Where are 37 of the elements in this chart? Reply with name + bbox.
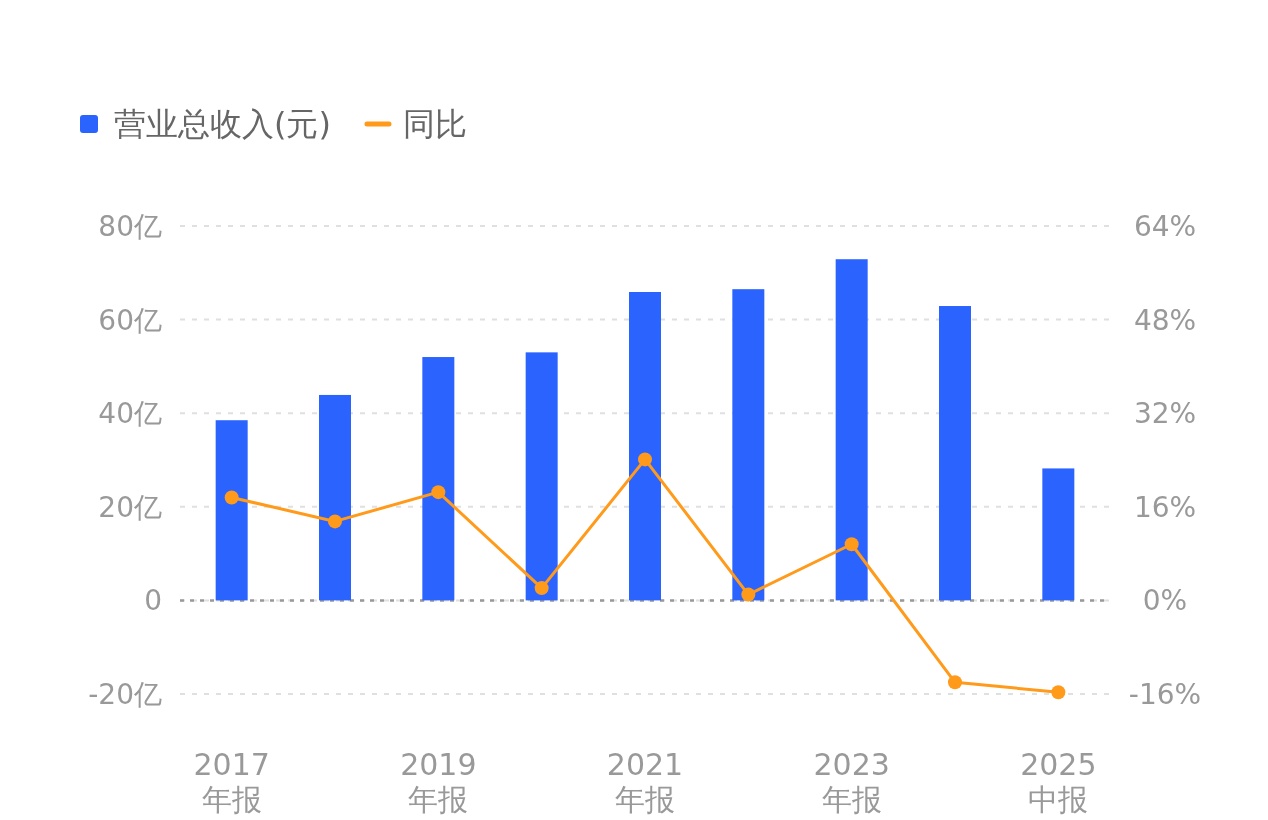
x-tick-label: 2019 年报 — [400, 747, 477, 817]
y-tick-label: 40亿 — [98, 397, 162, 431]
legend-label: 营业总收入(元) — [114, 105, 331, 143]
y2-tick-label: 0% — [1142, 584, 1188, 618]
x-tick-label: 2021 年报 — [606, 747, 684, 817]
y2-tick-label: -16% — [1128, 678, 1202, 711]
point — [1051, 685, 1066, 700]
legend-label: 同比 — [402, 105, 467, 143]
y2-tick-label: 48% — [1133, 303, 1197, 337]
point — [431, 485, 446, 500]
bar — [215, 420, 248, 601]
x-tick-label: 2023 年报 — [813, 747, 890, 817]
x-tick-label: 2025 中报 — [1020, 747, 1097, 817]
point — [741, 587, 756, 602]
bar — [629, 291, 661, 601]
bar — [939, 306, 971, 601]
bar — [422, 357, 455, 601]
bar — [732, 289, 765, 601]
bar — [1042, 468, 1075, 601]
point — [534, 581, 549, 596]
bar — [319, 394, 351, 601]
y-tick-label: 20亿 — [98, 490, 162, 524]
y2-tick-label: 64% — [1133, 210, 1197, 243]
y2-tick-label: 32% — [1133, 397, 1197, 431]
point — [224, 490, 239, 505]
point — [328, 514, 342, 529]
bar — [525, 352, 558, 601]
y2-tick-label: 16% — [1133, 490, 1197, 524]
y-tick-label: 0 — [144, 584, 162, 618]
point — [948, 675, 962, 690]
y-tick-label: -20亿 — [88, 678, 162, 711]
point — [638, 452, 652, 467]
point — [844, 537, 859, 552]
bar — [835, 259, 868, 601]
x-tick-label: 2017 年报 — [193, 747, 270, 817]
y-tick-label: 80亿 — [98, 210, 162, 243]
y-tick-label: 60亿 — [98, 303, 162, 337]
